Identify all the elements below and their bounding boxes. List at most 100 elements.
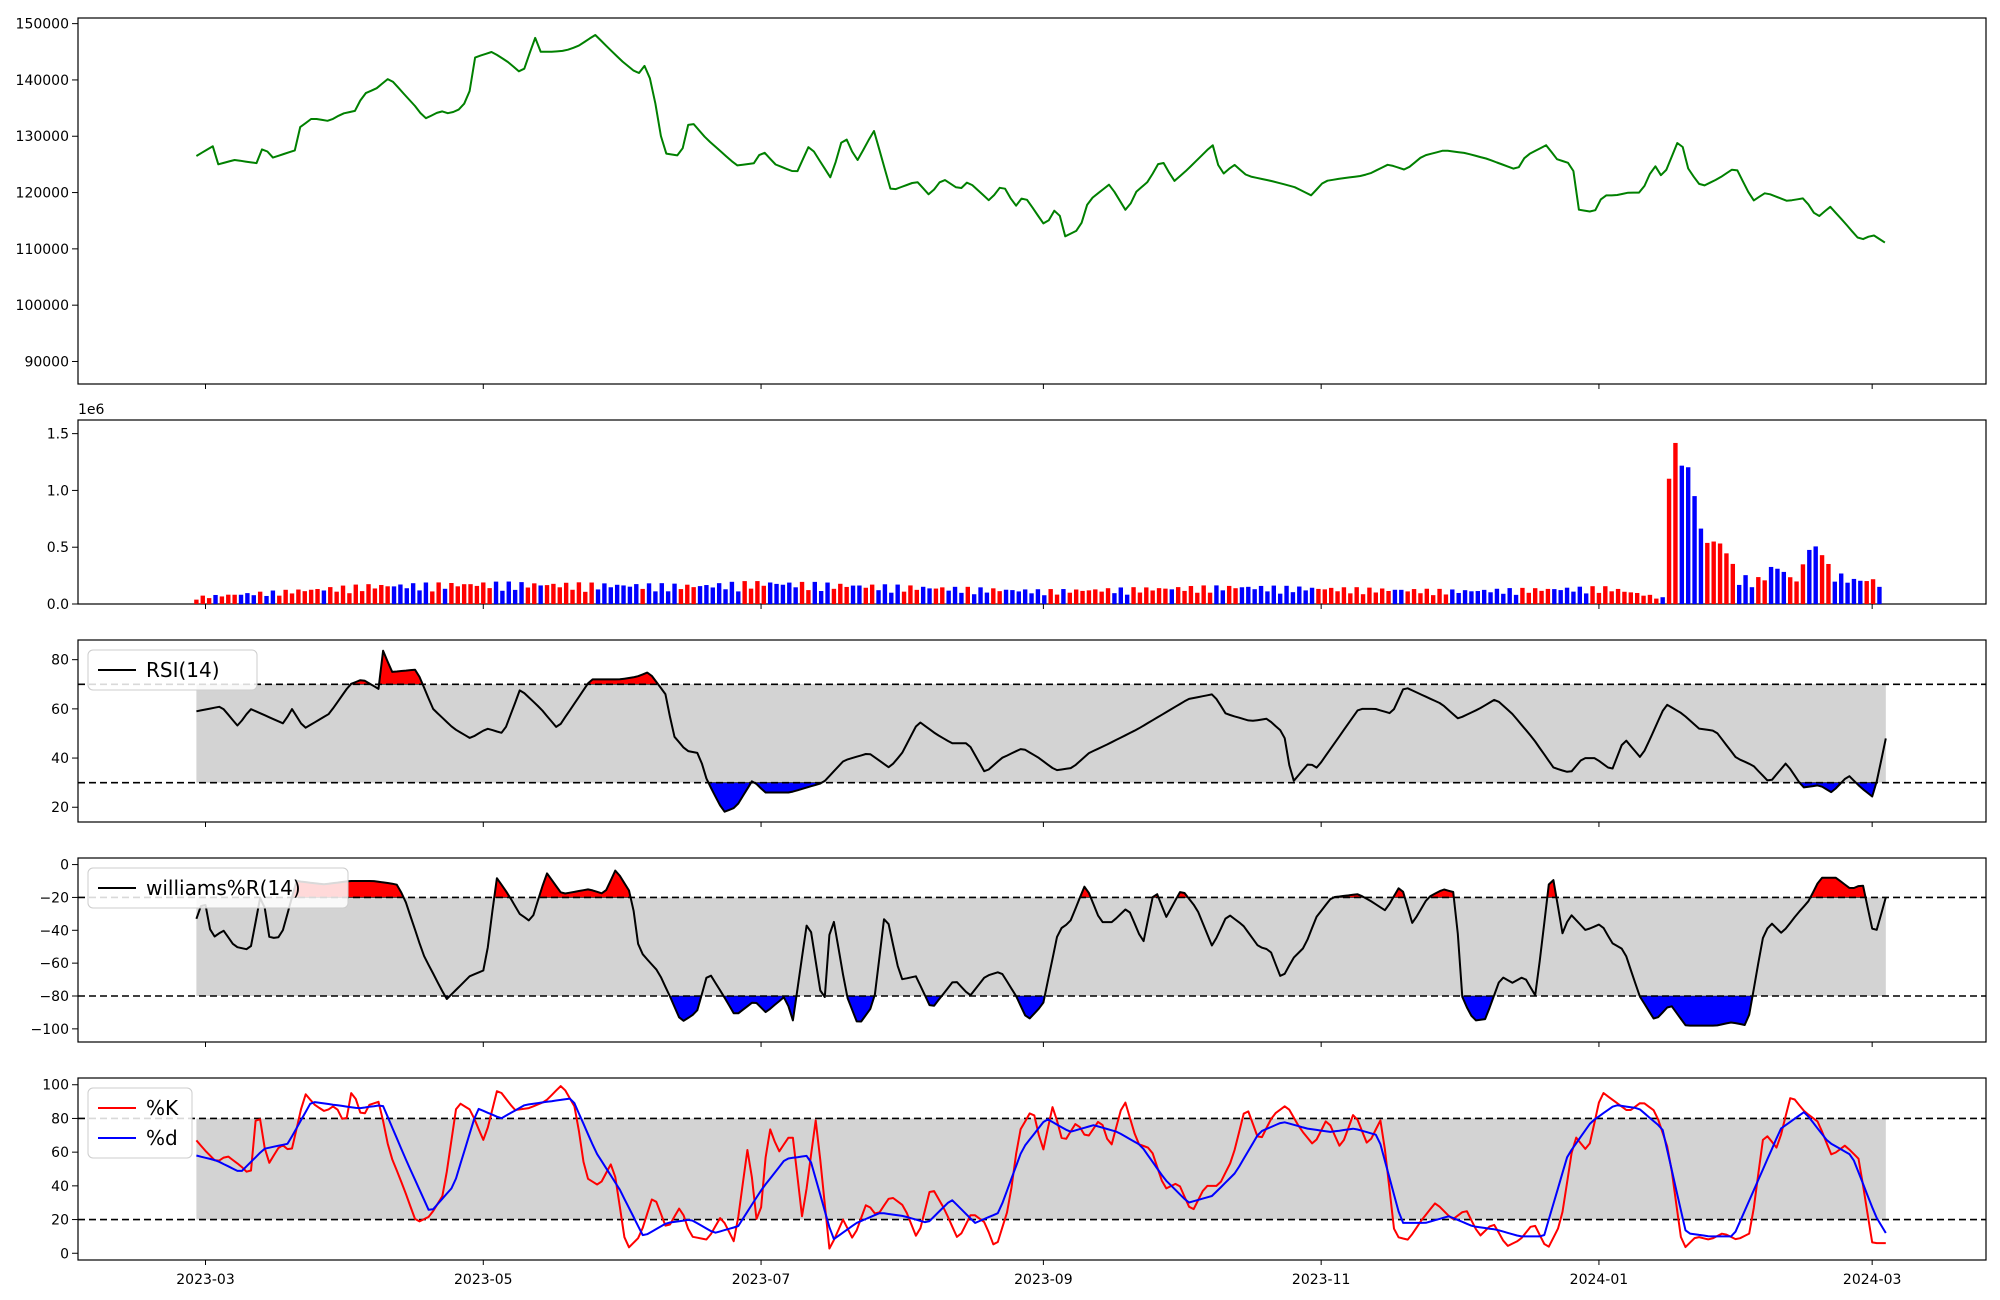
rsi-band bbox=[196, 684, 1886, 783]
volume-bar bbox=[1099, 591, 1104, 604]
williams-oversold-fill bbox=[444, 995, 1753, 1026]
volume-bar bbox=[563, 582, 569, 604]
volume-bar bbox=[551, 583, 556, 604]
volume-bar bbox=[863, 587, 868, 604]
volume-bar bbox=[372, 588, 378, 604]
volume-bar bbox=[512, 589, 518, 604]
volume-bar bbox=[1144, 587, 1149, 604]
williams-ytick-label: −40 bbox=[39, 923, 69, 939]
volume-bar bbox=[1411, 589, 1417, 604]
volume-bar bbox=[1386, 590, 1391, 604]
volume-bar bbox=[1277, 593, 1283, 604]
volume-bar bbox=[398, 584, 403, 604]
x-tick-label: 2024-03 bbox=[1843, 1272, 1902, 1288]
volume-bar bbox=[767, 582, 773, 604]
volume-bar bbox=[595, 589, 601, 604]
volume-bar bbox=[1322, 589, 1328, 604]
volume-ytick-label: 0.5 bbox=[47, 540, 69, 556]
x-tick-label: 2023-11 bbox=[1292, 1272, 1351, 1288]
volume-bar bbox=[277, 595, 282, 604]
volume-bar bbox=[1246, 586, 1251, 604]
volume-ytick-label: 1.5 bbox=[47, 427, 69, 443]
volume-bar bbox=[296, 589, 301, 604]
volume-bar bbox=[430, 591, 435, 604]
price-line bbox=[195, 34, 1886, 244]
volume-bar bbox=[704, 585, 709, 604]
volume-bar bbox=[959, 592, 964, 604]
volume-bar bbox=[321, 590, 327, 604]
volume-bar bbox=[385, 586, 390, 604]
volume-bar bbox=[710, 587, 715, 604]
volume-bar bbox=[1641, 595, 1646, 604]
volume-bar bbox=[640, 588, 645, 604]
volume-bar bbox=[1666, 478, 1672, 604]
volume-bar bbox=[691, 587, 696, 604]
volume-bar bbox=[1615, 588, 1621, 604]
volume-bar bbox=[1354, 587, 1359, 604]
volume-bar bbox=[1654, 598, 1659, 604]
volume-bar bbox=[665, 591, 671, 604]
williams-ytick-label: −80 bbox=[39, 989, 69, 1005]
volume-bar bbox=[334, 591, 339, 604]
volume-bar bbox=[455, 586, 460, 604]
volume-bar bbox=[1539, 590, 1544, 604]
volume-bar bbox=[1552, 589, 1557, 604]
volume-bar bbox=[1137, 592, 1143, 604]
volume-bar bbox=[1469, 591, 1474, 604]
williams-legend-label: williams%R(14) bbox=[146, 876, 301, 900]
volume-bar bbox=[1073, 589, 1079, 604]
volume-bar bbox=[1673, 442, 1678, 604]
volume-bar bbox=[1819, 555, 1825, 604]
volume-bar bbox=[1858, 580, 1863, 604]
volume-bar bbox=[1297, 586, 1302, 604]
volume-bar bbox=[742, 581, 747, 604]
volume-bar bbox=[1080, 590, 1085, 604]
stochastic-panel-frame bbox=[77, 1077, 1987, 1261]
stochastic-line-2 bbox=[196, 1097, 1887, 1241]
volume-bar bbox=[1405, 591, 1410, 604]
volume-bar bbox=[289, 593, 295, 604]
volume-bar bbox=[799, 581, 805, 604]
volume-bar bbox=[869, 584, 875, 604]
volume-bar bbox=[1749, 587, 1755, 604]
volume-bar bbox=[889, 592, 894, 604]
volume-bar bbox=[570, 589, 575, 604]
volume-bar bbox=[780, 584, 786, 604]
volume-bar bbox=[1175, 587, 1181, 604]
rsi-ytick-label: 40 bbox=[51, 751, 69, 767]
stochastic-ytick-label: 0 bbox=[60, 1246, 69, 1262]
volume-bar bbox=[1520, 587, 1525, 604]
volume-bar bbox=[1743, 575, 1748, 604]
volume-bar bbox=[359, 591, 365, 604]
volume-bar bbox=[576, 582, 582, 604]
volume-bar bbox=[583, 591, 588, 604]
volume-bar bbox=[417, 590, 422, 604]
volume-bar bbox=[245, 593, 250, 604]
volume-bar bbox=[308, 589, 314, 604]
volume-bar bbox=[1826, 563, 1831, 604]
volume-bar bbox=[1016, 591, 1021, 604]
volume-bar bbox=[449, 582, 454, 604]
volume-bar bbox=[723, 589, 728, 604]
volume-bar bbox=[1335, 591, 1340, 604]
volume-bar bbox=[1450, 589, 1455, 604]
volume-bar bbox=[1488, 592, 1493, 604]
volume-bar bbox=[1112, 593, 1117, 604]
volume-bar bbox=[716, 583, 722, 604]
x-tick-label: 2023-05 bbox=[454, 1272, 513, 1288]
volume-bar bbox=[1762, 580, 1767, 604]
volume-bar bbox=[436, 582, 441, 604]
volume-bar bbox=[1756, 577, 1761, 604]
price-ytick-label: 110000 bbox=[16, 242, 69, 258]
volume-bar bbox=[538, 585, 543, 604]
volume-bar bbox=[1195, 592, 1200, 604]
volume-bar bbox=[1736, 584, 1742, 604]
volume-bar bbox=[1207, 592, 1213, 604]
volume-bar bbox=[379, 584, 384, 604]
volume-bar bbox=[812, 581, 817, 604]
volume-bar bbox=[474, 585, 480, 604]
williams-legend-box bbox=[87, 867, 349, 909]
volume-bar bbox=[1010, 590, 1015, 604]
volume-bar bbox=[257, 591, 263, 604]
volume-bar bbox=[481, 582, 486, 604]
